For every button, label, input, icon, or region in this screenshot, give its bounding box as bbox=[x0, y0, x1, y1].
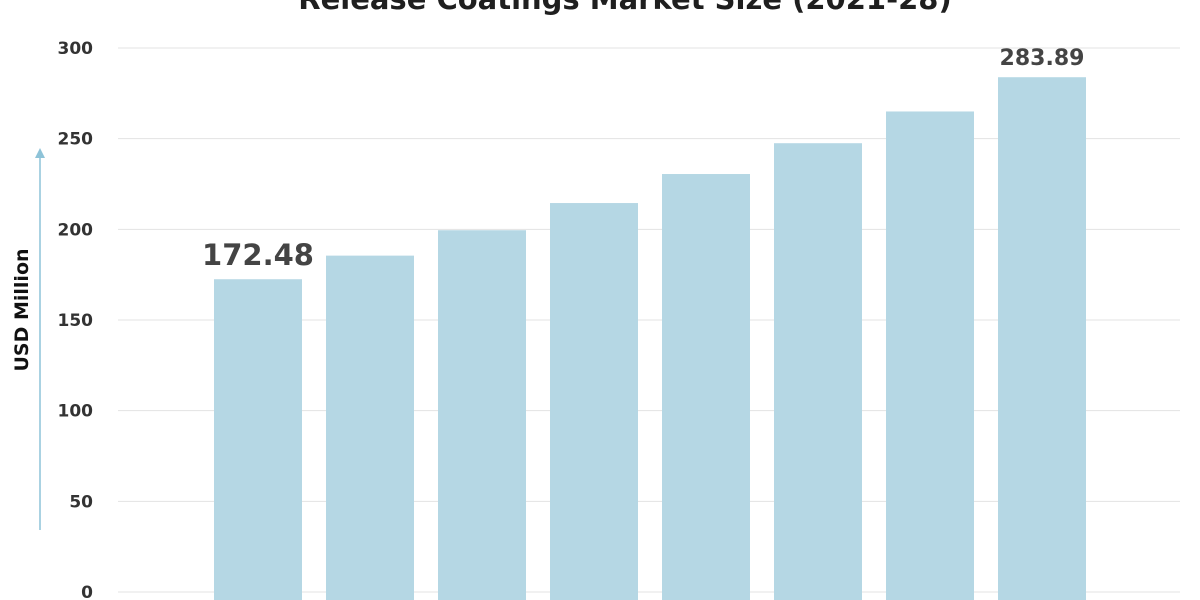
y-axis-label: USD Million bbox=[11, 248, 33, 371]
y-axis: USD Million bbox=[11, 148, 45, 530]
chart-title: Release Coatings Market Size (2021-28) bbox=[0, 0, 1200, 16]
bar bbox=[550, 203, 638, 600]
bar bbox=[214, 279, 302, 600]
y-tick-label: 50 bbox=[69, 492, 93, 512]
data-labels: 172.48 283.89 bbox=[202, 46, 1084, 272]
bar-data-label: 283.89 bbox=[1000, 46, 1085, 71]
y-tick-label: 0 bbox=[81, 583, 93, 600]
y-tick-label: 250 bbox=[58, 130, 94, 150]
y-axis-arrow-head bbox=[35, 148, 45, 158]
bar bbox=[326, 255, 414, 600]
bar bbox=[438, 230, 526, 600]
y-tick-label: 150 bbox=[58, 311, 94, 331]
bar bbox=[998, 77, 1086, 600]
y-tick-label: 300 bbox=[58, 39, 94, 59]
y-tick-label: 100 bbox=[58, 402, 94, 422]
y-axis-ticks: 0 50 100 150 200 250 300 bbox=[58, 39, 94, 600]
bar bbox=[886, 111, 974, 600]
bars bbox=[214, 77, 1086, 600]
bar-data-label: 172.48 bbox=[202, 238, 314, 272]
y-tick-label: 200 bbox=[58, 220, 94, 240]
bar bbox=[662, 174, 750, 600]
bar bbox=[774, 143, 862, 600]
